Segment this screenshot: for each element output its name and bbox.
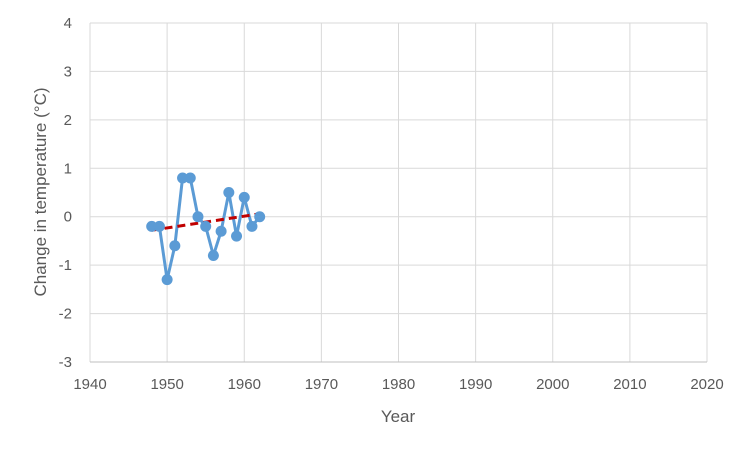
data-point xyxy=(161,274,173,286)
x-tick-label: 2020 xyxy=(690,376,723,393)
data-point xyxy=(215,225,227,237)
y-tick-label: -1 xyxy=(59,257,72,274)
data-point xyxy=(238,191,250,203)
x-tick-label: 2010 xyxy=(613,376,646,393)
data-point xyxy=(146,220,158,232)
y-tick-label: 3 xyxy=(64,63,72,80)
y-tick-labels: -3 -2 -1 0 1 2 3 4 xyxy=(59,15,72,371)
x-tick-label: 1990 xyxy=(459,376,492,393)
x-tick-label: 1980 xyxy=(382,376,415,393)
data-point xyxy=(200,220,212,232)
data-point xyxy=(246,220,258,232)
x-tick-label: 1940 xyxy=(73,376,106,393)
data-point xyxy=(192,211,204,223)
data-point xyxy=(184,172,196,184)
x-tick-label: 2000 xyxy=(536,376,569,393)
data-point xyxy=(207,249,219,261)
x-axis-title: Year xyxy=(381,407,416,426)
x-tick-labels: 1940 1950 1960 1970 1980 1990 2000 2010 2020 xyxy=(73,376,723,393)
series-layer xyxy=(146,172,266,286)
x-tick-label: 1970 xyxy=(305,376,338,393)
data-point xyxy=(177,172,189,184)
y-tick-label: 2 xyxy=(64,112,72,129)
y-tick-label: 4 xyxy=(64,15,72,32)
data-point xyxy=(169,240,181,252)
data-point xyxy=(254,211,266,223)
data-point xyxy=(231,230,243,242)
y-tick-label: 0 xyxy=(64,209,72,226)
y-axis-title: Change in temperature (°C) xyxy=(31,87,50,296)
data-point xyxy=(223,187,235,198)
x-tick-label: 1950 xyxy=(150,376,183,393)
y-tick-label: 1 xyxy=(64,160,72,177)
y-tick-label: -2 xyxy=(59,306,72,323)
y-tick-label: -3 xyxy=(59,354,72,371)
data-point xyxy=(153,220,165,232)
x-tick-label: 1960 xyxy=(228,376,261,393)
